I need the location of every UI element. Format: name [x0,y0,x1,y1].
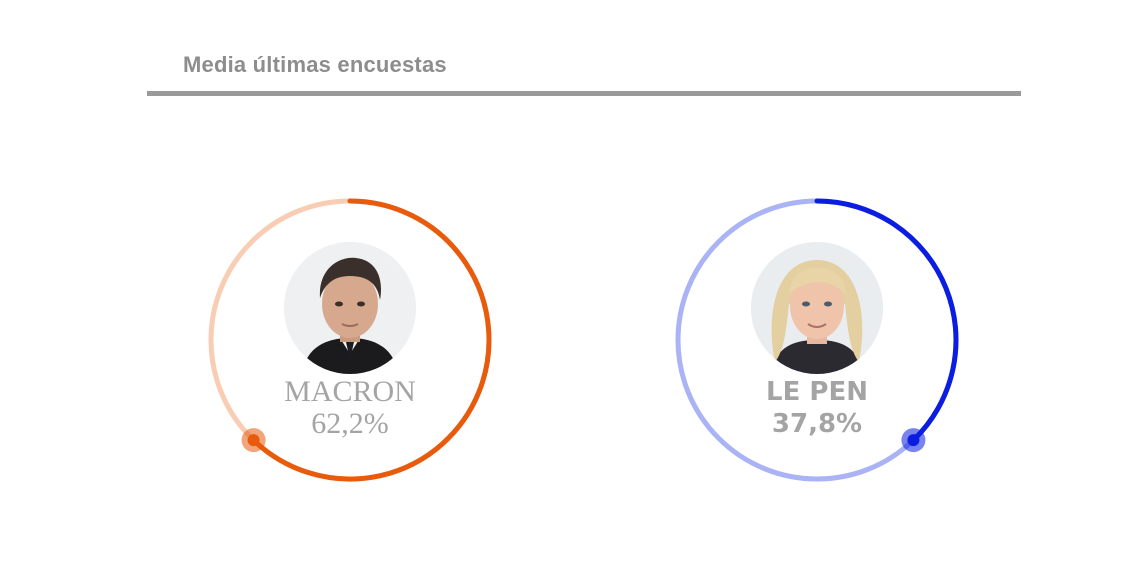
gauge-end-marker [247,434,260,447]
avatar-macron [284,242,416,374]
candidate-name: LE PEN [766,377,868,407]
gauge-value-arc [251,198,492,482]
gauge-le-pen: LE PEN 37,8% [667,190,967,490]
candidate-name: MACRON [284,375,416,408]
gauge-svg-macron [208,198,492,482]
section-title: Media últimas encuestas [183,52,447,77]
gauge-value-arc [814,198,959,443]
avatar-le-pen [751,242,883,374]
candidate-value: 62,2% [311,407,389,440]
gauge-svg-le-pen [675,198,959,482]
candidate-value: 37,8% [771,409,863,439]
le-pen-portrait-icon [751,242,883,374]
macron-portrait-icon [284,242,416,374]
gauge-macron: MACRON 62,2% [200,190,500,490]
gauge-end-marker [907,434,920,447]
header-divider [147,91,1021,96]
